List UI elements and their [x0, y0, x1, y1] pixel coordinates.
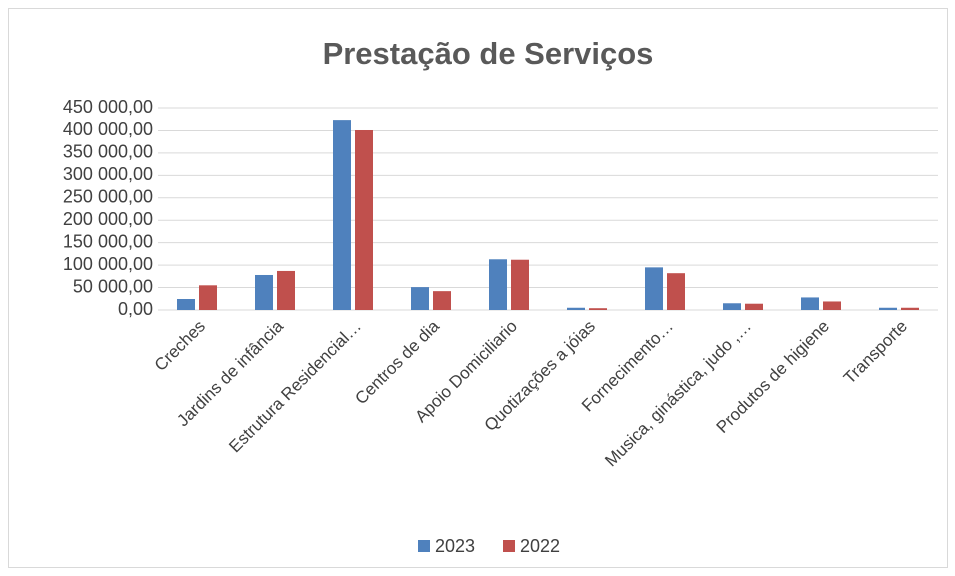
bar [411, 287, 429, 310]
legend-label: 2023 [435, 536, 475, 556]
bar [589, 308, 607, 310]
y-tick-label: 50 000,00 [73, 276, 153, 296]
bar [333, 120, 351, 311]
bar [489, 259, 507, 310]
chart-title: Prestação de Serviços [323, 36, 654, 71]
bar [511, 259, 529, 310]
y-tick-label: 450 000,00 [63, 97, 153, 117]
y-tick-label: 250 000,00 [63, 187, 153, 207]
bar [277, 270, 295, 310]
y-tick-label: 400 000,00 [63, 119, 153, 139]
bar [567, 307, 585, 310]
y-tick-label: 0,00 [118, 299, 153, 319]
y-tick-label: 350 000,00 [63, 142, 153, 162]
bar [255, 274, 273, 310]
bar [723, 303, 741, 310]
bar [879, 307, 897, 310]
y-tick-label: 300 000,00 [63, 164, 153, 184]
y-tick-label: 150 000,00 [63, 231, 153, 251]
bar [667, 273, 685, 310]
y-tick-label: 100 000,00 [63, 254, 153, 274]
y-tick-label: 200 000,00 [63, 209, 153, 229]
bar [355, 129, 373, 310]
bar [177, 299, 195, 310]
bar [745, 303, 763, 310]
bar [199, 285, 217, 310]
legend-swatch [418, 540, 430, 552]
legend-swatch [503, 540, 515, 552]
legend-label: 2022 [520, 536, 560, 556]
bar [645, 267, 663, 310]
bar [433, 291, 451, 310]
bar [823, 301, 841, 310]
bar [801, 297, 819, 310]
bar [901, 307, 919, 310]
